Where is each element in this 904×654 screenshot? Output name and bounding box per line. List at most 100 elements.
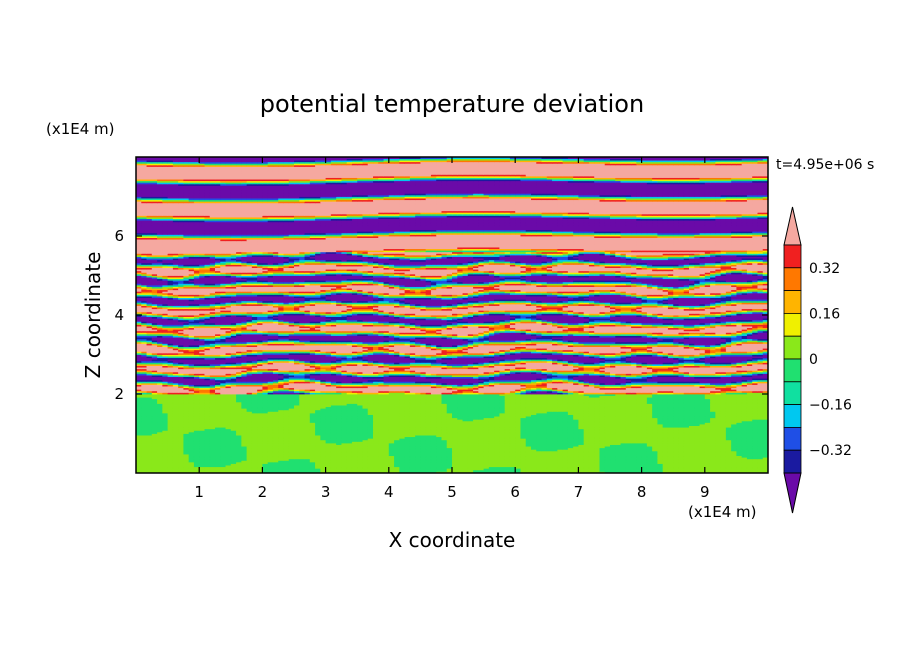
heatmap-cell [351, 455, 358, 458]
heatmap-cell [610, 468, 616, 471]
heatmap-cell [288, 463, 295, 466]
heatmap-cell [199, 454, 205, 457]
heatmap-cell [594, 458, 600, 461]
heatmap-cell [220, 458, 226, 461]
heatmap-cell [536, 463, 542, 466]
heatmap-cell [636, 463, 642, 466]
heatmap-cell [546, 463, 553, 466]
heatmap-cell [725, 469, 732, 472]
heatmap-cell [320, 452, 326, 455]
heatmap-cell [236, 466, 242, 469]
heatmap-cell [309, 454, 316, 457]
heatmap-cell [552, 466, 558, 469]
heatmap-cell [536, 452, 542, 455]
heatmap-cell [304, 468, 311, 471]
heatmap-cell [488, 457, 495, 460]
heatmap-cell [257, 452, 263, 455]
heatmap-cell [220, 454, 226, 457]
heatmap-cell [267, 463, 274, 466]
heatmap-cell [162, 461, 168, 464]
heatmap-cell [541, 461, 548, 464]
heatmap-cell [409, 466, 416, 469]
heatmap-cell [157, 469, 163, 472]
heatmap-cell [689, 454, 695, 457]
heatmap-cell [288, 457, 295, 460]
heatmap-cell [552, 463, 558, 466]
heatmap-cell [525, 454, 532, 457]
heatmap-cell [251, 463, 258, 466]
heatmap-cell [136, 450, 142, 453]
heatmap-cell [752, 452, 758, 455]
heatmap-cell [762, 458, 768, 461]
heatmap-cell [341, 471, 348, 473]
heatmap-cell [752, 469, 758, 472]
heatmap-cell [678, 471, 685, 473]
heatmap-cell [689, 458, 695, 461]
heatmap-cell [157, 471, 163, 473]
heatmap-cell [394, 457, 400, 460]
heatmap-cell [604, 469, 611, 472]
heatmap-cell [315, 471, 321, 473]
heatmap-cell [362, 466, 369, 469]
heatmap-cell [494, 465, 500, 468]
heatmap-cell [736, 461, 743, 464]
heatmap-cell [357, 454, 363, 457]
heatmap-cell [283, 460, 290, 463]
heatmap-cell [573, 452, 579, 455]
heatmap-cell [567, 466, 574, 469]
heatmap-cell [394, 452, 400, 455]
heatmap-cell [694, 454, 700, 457]
heatmap-cell [704, 454, 711, 457]
heatmap-cell [741, 454, 748, 457]
heatmap-cell [615, 468, 621, 471]
heatmap-cell [757, 460, 764, 463]
heatmap-cell [446, 471, 453, 473]
heatmap-cell [320, 458, 326, 461]
heatmap-cell [604, 455, 611, 458]
heatmap-cell [399, 452, 405, 455]
heatmap-cell [278, 466, 284, 469]
heatmap-cell [736, 466, 743, 469]
heatmap-cell [731, 468, 737, 471]
heatmap-cell [336, 463, 342, 466]
heatmap-cell [394, 469, 400, 472]
heatmap-cell [188, 469, 195, 472]
heatmap-cell [336, 452, 342, 455]
heatmap-cell [646, 457, 653, 460]
heatmap-cell [204, 452, 211, 455]
heatmap-cell [172, 466, 179, 469]
heatmap-cell [172, 465, 179, 468]
heatmap-cell [636, 458, 642, 461]
heatmap-cell [320, 465, 326, 468]
heatmap-cell [441, 468, 448, 471]
heatmap-cell [567, 452, 574, 455]
heatmap-cell [236, 454, 242, 457]
heatmap-cell [741, 469, 748, 472]
heatmap-cell [220, 460, 226, 463]
heatmap-cell [478, 469, 484, 472]
heatmap-cell [157, 454, 163, 457]
heatmap-cell [441, 460, 448, 463]
heatmap-cell [557, 465, 563, 468]
heatmap-cell [557, 454, 563, 457]
heatmap-cell [567, 460, 574, 463]
heatmap-cell [715, 452, 721, 455]
heatmap-cell [478, 452, 484, 455]
heatmap-cell [746, 468, 753, 471]
heatmap-cell [467, 452, 474, 455]
heatmap-cell [230, 458, 237, 461]
heatmap-cell [683, 460, 690, 463]
heatmap-cell [725, 466, 732, 469]
heatmap-cell [504, 461, 511, 464]
heatmap-cell [294, 458, 300, 461]
heatmap-cell [494, 452, 500, 455]
heatmap-cell [225, 457, 232, 460]
heatmap-cell [157, 457, 163, 460]
heatmap-cell [404, 450, 411, 453]
heatmap-cell [462, 461, 469, 464]
heatmap-cell [520, 452, 527, 455]
heatmap-cell [610, 471, 616, 473]
heatmap-cell [215, 450, 221, 453]
heatmap-cell [241, 460, 247, 463]
heatmap-cell [678, 452, 685, 455]
